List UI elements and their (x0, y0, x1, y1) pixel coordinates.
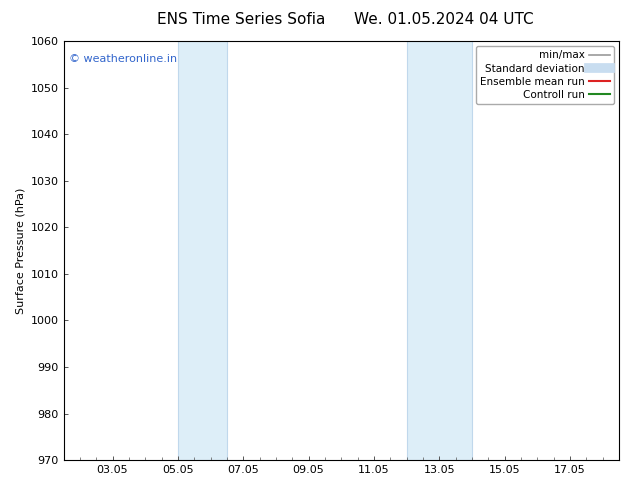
Text: ENS Time Series Sofia: ENS Time Series Sofia (157, 12, 325, 27)
Y-axis label: Surface Pressure (hPa): Surface Pressure (hPa) (15, 187, 25, 314)
Bar (406, 41, 472, 460)
Bar (178, 41, 227, 460)
Text: © weatheronline.in: © weatheronline.in (69, 53, 178, 64)
Text: We. 01.05.2024 04 UTC: We. 01.05.2024 04 UTC (354, 12, 534, 27)
Legend: min/max, Standard deviation, Ensemble mean run, Controll run: min/max, Standard deviation, Ensemble me… (476, 46, 614, 104)
